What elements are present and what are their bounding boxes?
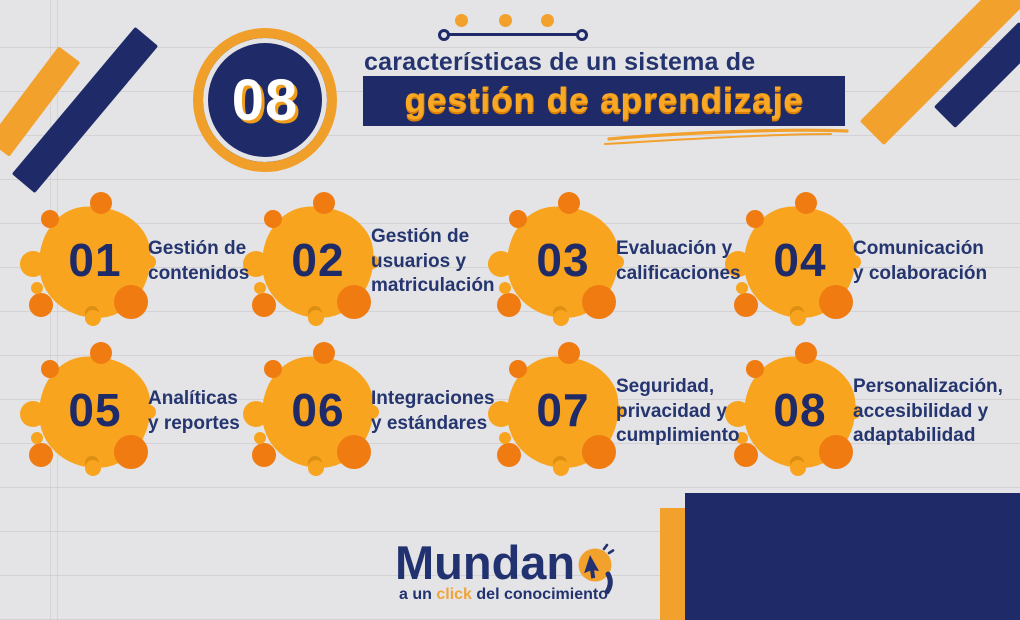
feature-number: 03 (536, 233, 590, 286)
feature-number: 02 (291, 233, 345, 286)
feature-number: 05 (68, 383, 122, 436)
page-title: características de un sistema de (364, 48, 756, 76)
feature-item-6: 06 Integraciones y estándares (257, 351, 560, 473)
title-highlight-text: gestión de aprendizaje (404, 81, 804, 120)
feature-label: Evaluación y calificaciones (616, 238, 741, 284)
feature-label: Gestión de usuarios y matriculación (371, 225, 495, 297)
blob-decor-dots (264, 210, 282, 228)
decor-ring-right (576, 29, 588, 41)
blob-decor-dots (746, 210, 764, 228)
number-blob: 08 (739, 351, 861, 473)
feature-label: Personalización, accesibilidad y adaptab… (853, 375, 1003, 447)
feature-item-7: 07 Seguridad, privacidad y cumplimiento (502, 351, 805, 473)
feature-item-2: 02 Gestión de usuarios y matriculación (257, 201, 560, 323)
feature-item-1: 01 Gestión de contenidos (34, 201, 337, 323)
brand-logo: Mundan a un click del conocimiento (395, 535, 616, 604)
decor-dot (499, 14, 512, 27)
feature-number: 01 (68, 233, 122, 286)
bottom-right-blue-rect (685, 493, 1020, 620)
number-blob: 07 (502, 351, 624, 473)
feature-number: 07 (536, 383, 590, 436)
count-badge-circle: 08 (193, 28, 337, 172)
tagline-part2: del conocimiento (476, 586, 608, 603)
count-badge-number: 08 (231, 67, 299, 133)
decor-dot (455, 14, 468, 27)
feature-item-8: 08 Personalización, accesibilidad y adap… (739, 351, 1020, 473)
number-blob: 01 (34, 201, 156, 323)
feature-number: 06 (291, 383, 345, 436)
feature-label: Seguridad, privacidad y cumplimiento (616, 375, 740, 447)
number-blob: 05 (34, 351, 156, 473)
bottom-right-orange-bar (660, 508, 685, 620)
feature-label: Analíticas y reportes (148, 388, 240, 434)
feature-label: Integraciones y estándares (371, 388, 495, 434)
blob-decor-dots (746, 360, 764, 378)
blob-decor-dots (264, 360, 282, 378)
number-blob: 04 (739, 201, 861, 323)
feature-item-5: 05 Analíticas y reportes (34, 351, 337, 473)
feature-label: Comunicación y colaboración (853, 238, 988, 284)
blob-decor-dots (41, 360, 59, 378)
number-blob: 02 (257, 201, 379, 323)
feature-item-3: 03 Evaluación y calificaciones (502, 201, 805, 323)
title-highlight-banner: gestión de aprendizaje (363, 76, 845, 126)
feature-label: Gestión de contenidos (148, 238, 250, 284)
blob-decor-dots (41, 210, 59, 228)
number-blob: 03 (502, 201, 624, 323)
decor-dot (541, 14, 554, 27)
feature-number: 08 (773, 383, 827, 436)
feature-item-4: 04 Comunicación y colaboración (739, 201, 1020, 323)
tagline-part1: a un (399, 586, 432, 603)
underline-scribble (604, 128, 849, 145)
tagline-highlight: click (436, 586, 472, 603)
blob-decor-dots (509, 210, 527, 228)
feature-number: 04 (773, 233, 827, 286)
brand-name-text: Mundan (395, 535, 576, 589)
number-blob: 06 (257, 351, 379, 473)
decorative-dots-line (438, 14, 588, 41)
decor-rule (443, 33, 583, 36)
blob-decor-dots (509, 360, 527, 378)
brand-tagline: a un click del conocimiento (399, 586, 616, 604)
click-icon (578, 543, 615, 594)
decor-ring-left (438, 29, 450, 41)
